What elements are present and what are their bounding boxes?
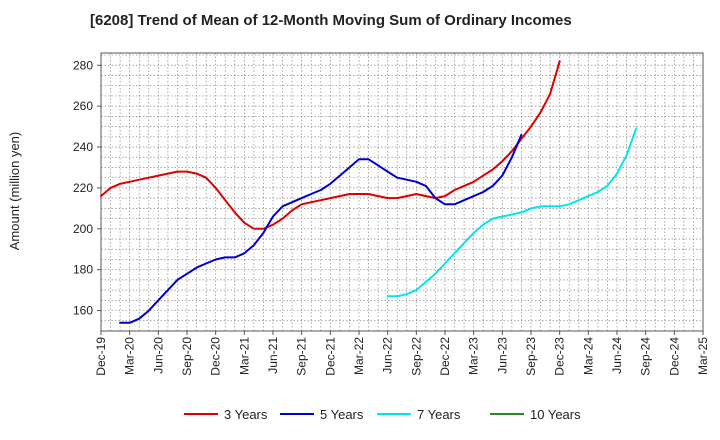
x-tick-label: Sep-24: [639, 337, 653, 376]
legend-label: 5 Years: [320, 407, 364, 422]
x-tick-label: Jun-24: [610, 337, 624, 374]
legend-item-3-years: 3 Years: [184, 407, 268, 422]
x-tick-label: Sep-23: [524, 337, 538, 376]
legend: 3 Years 5 Years 7 Years 10 Years: [184, 407, 581, 422]
x-tick-label: Dec-19: [94, 337, 108, 376]
x-tick-label: Mar-24: [581, 337, 595, 375]
x-tick-label: Mar-23: [467, 337, 481, 375]
x-tick-label: Sep-22: [409, 337, 423, 376]
x-tick-label: Jun-22: [381, 337, 395, 374]
series-line-7-years: [386, 127, 638, 298]
x-tick-label: Mar-21: [237, 337, 251, 375]
legend-label: 3 Years: [224, 407, 268, 422]
legend-item-5-years: 5 Years: [280, 407, 364, 422]
x-tick-label: Mar-20: [123, 337, 137, 375]
chart-title: [6208] Trend of Mean of 12-Month Moving …: [90, 12, 572, 29]
x-tick-label: Sep-20: [180, 337, 194, 376]
legend-item-7-years: 7 Years: [377, 407, 461, 422]
series-lines: [100, 60, 638, 324]
x-tick-label: Dec-22: [438, 337, 452, 376]
x-tick-label: Mar-22: [352, 337, 366, 375]
series-line-5-years: [119, 133, 523, 324]
x-tick-label: Sep-21: [295, 337, 309, 376]
x-tick-label: Dec-21: [323, 337, 337, 376]
y-tick-label: 160: [73, 304, 93, 318]
x-tick-label: Mar-25: [696, 337, 710, 375]
y-axis-ticks: 160 180 200 220 240 260 280: [73, 58, 101, 318]
grid: [101, 53, 703, 331]
x-tick-label: Jun-21: [266, 337, 280, 374]
legend-item-10-years: 10 Years: [490, 407, 581, 422]
x-tick-label: Jun-20: [151, 337, 165, 374]
x-tick-label: Dec-24: [667, 337, 681, 376]
y-tick-label: 200: [73, 222, 93, 236]
y-tick-label: 180: [73, 263, 93, 277]
x-tick-label: Dec-23: [553, 337, 567, 376]
y-tick-label: 280: [73, 58, 93, 72]
series-line-3-years: [100, 60, 561, 230]
y-tick-label: 240: [73, 140, 93, 154]
x-axis-ticks: Dec-19 Mar-20 Jun-20 Sep-20 Dec-20 Mar-21 Jun-…: [94, 331, 710, 376]
x-tick-label: Jun-23: [495, 337, 509, 374]
y-tick-label: 220: [73, 181, 93, 195]
legend-label: 10 Years: [530, 407, 581, 422]
legend-label: 7 Years: [417, 407, 461, 422]
y-tick-label: 260: [73, 99, 93, 113]
x-tick-label: Dec-20: [209, 337, 223, 376]
plot-frame: [100, 52, 704, 332]
y-axis-label: Amount (million yen): [7, 132, 22, 251]
